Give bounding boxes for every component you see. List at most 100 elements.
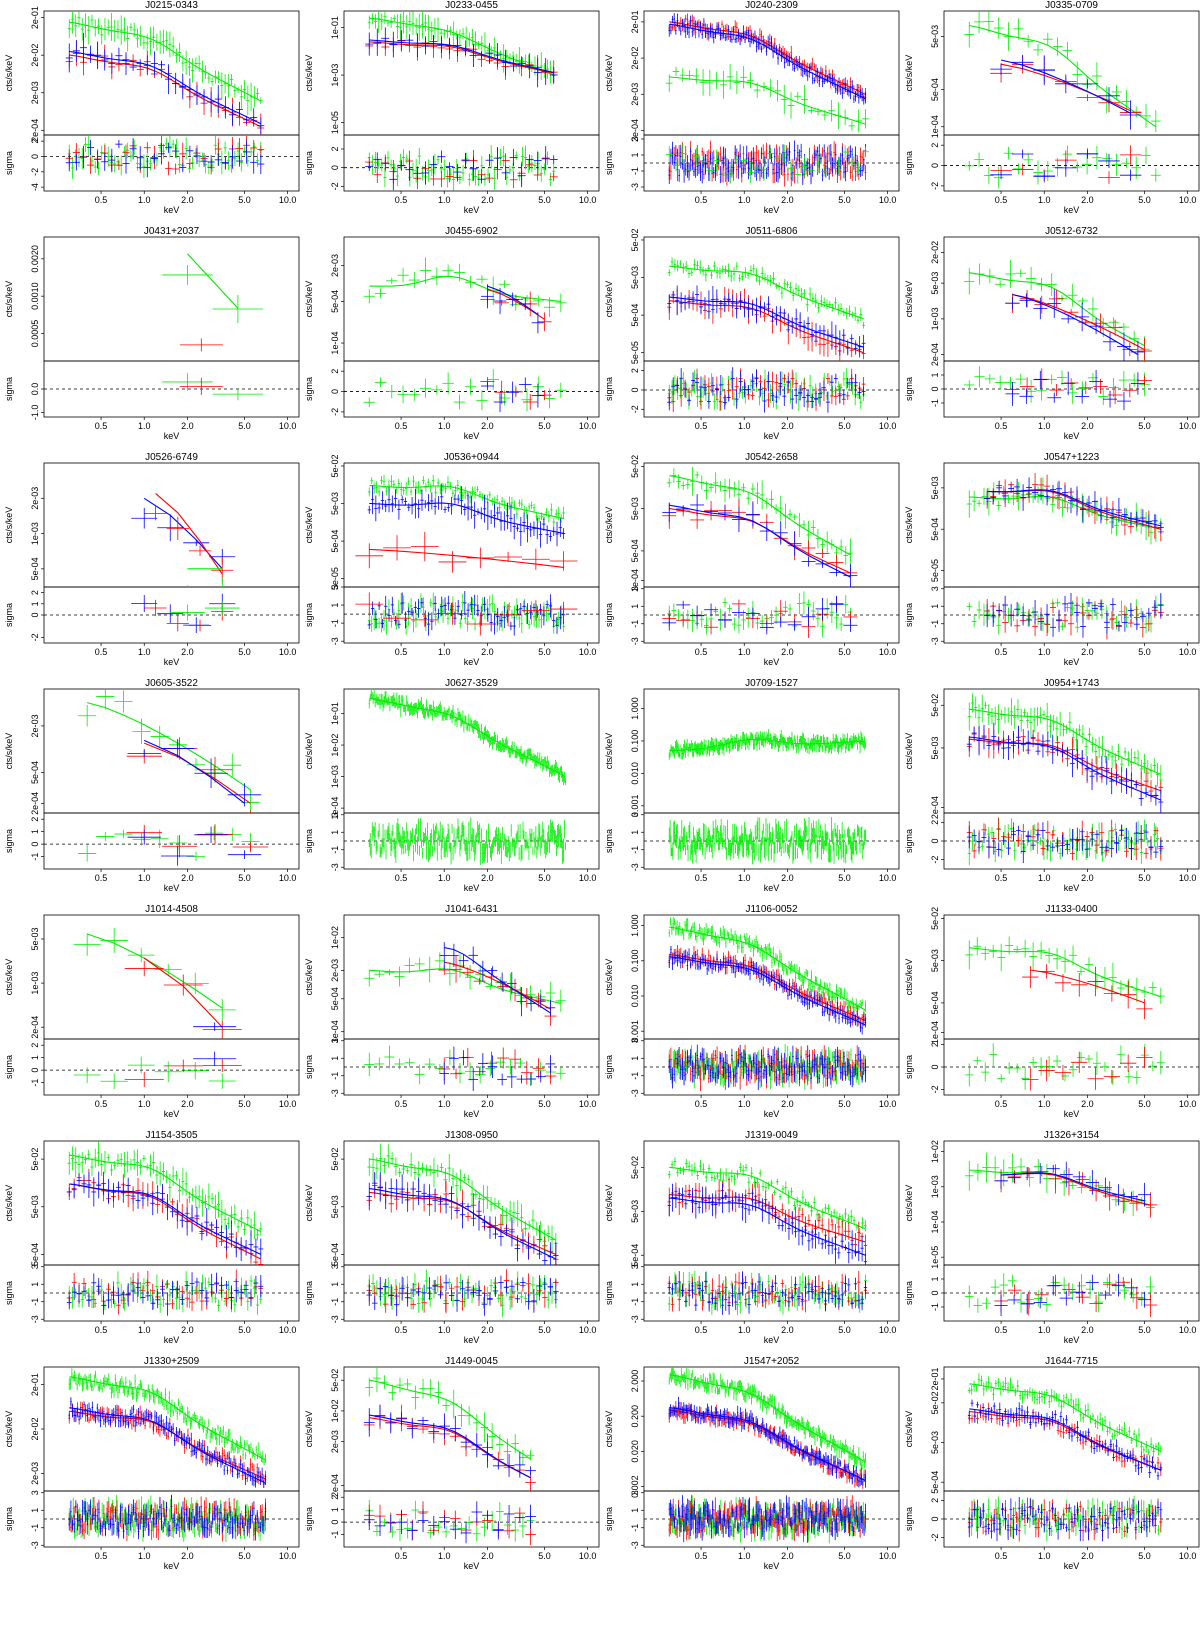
- x-tick-label: 0.5: [695, 873, 708, 883]
- y-tick-label: 5e-04: [930, 78, 940, 101]
- residual-point: [811, 1060, 814, 1073]
- data-point: [805, 297, 809, 312]
- residual-point: [1113, 823, 1117, 836]
- residual-point: [676, 1058, 679, 1069]
- resid-tick-label: 2: [330, 146, 340, 151]
- residual-point: [127, 1056, 155, 1074]
- residual-point: [679, 144, 682, 169]
- residual-point: [775, 144, 778, 162]
- residual-point: [441, 824, 443, 849]
- residual-point: [842, 833, 844, 858]
- data-point: [119, 15, 123, 45]
- residual-point: [688, 1055, 690, 1068]
- data-point: [808, 63, 811, 72]
- data-point: [780, 84, 788, 115]
- data-point: [966, 490, 972, 518]
- residual-point: [842, 371, 846, 386]
- model-line: [669, 76, 866, 125]
- data-point: [737, 737, 739, 752]
- data-point: [1078, 724, 1082, 736]
- residual-point: [408, 839, 410, 856]
- data-point: [839, 742, 840, 749]
- data-point: [79, 32, 87, 63]
- data-point: [821, 109, 829, 121]
- residual-point: [454, 840, 456, 854]
- data-point: [752, 961, 755, 975]
- residual-point: [424, 1058, 435, 1070]
- data-point: [765, 972, 768, 982]
- data-point: [701, 266, 705, 276]
- residual-point: [171, 139, 175, 149]
- data-point: [717, 747, 719, 754]
- residual-point: [772, 163, 774, 175]
- data-point: [558, 518, 562, 537]
- data-point: [511, 741, 513, 755]
- data-point: [683, 743, 685, 757]
- residual-point: [540, 610, 543, 629]
- data-point: [499, 511, 503, 531]
- data-point: [537, 515, 541, 523]
- residual-point: [787, 619, 802, 631]
- data-point: [698, 963, 700, 971]
- residual-point: [737, 155, 740, 179]
- residual-point: [1048, 840, 1053, 862]
- panel-title: J0431+2037: [144, 226, 200, 237]
- data-point: [787, 737, 789, 751]
- data-point: [465, 715, 467, 725]
- data-point: [843, 78, 845, 88]
- data-point: [825, 299, 829, 310]
- data-point: [489, 509, 493, 525]
- data-point: [774, 283, 778, 290]
- data-point: [811, 999, 814, 1008]
- residual-point: [706, 158, 708, 169]
- y-tick-label: 2e-03: [330, 254, 340, 277]
- residual-point: [1033, 370, 1048, 389]
- y-tick-label: 1e-04: [630, 569, 640, 592]
- residual-point: [821, 830, 823, 849]
- data-point: [807, 106, 815, 114]
- residual-point: [796, 593, 802, 615]
- data-point: [108, 52, 116, 74]
- data-point: [1100, 735, 1104, 757]
- residual-point: [400, 592, 404, 614]
- data-point: [516, 746, 518, 758]
- data-point: [480, 35, 484, 52]
- data-point: [816, 734, 818, 745]
- x-tick-label: 2.0: [481, 647, 494, 657]
- data-point: [829, 568, 844, 577]
- y-tick-label: 5e-04: [930, 518, 940, 541]
- data-point: [502, 739, 504, 753]
- data-point: [527, 503, 531, 511]
- residual-point: [678, 145, 680, 166]
- data-point: [773, 43, 776, 54]
- data-point: [1123, 768, 1129, 794]
- data-point: [1055, 716, 1059, 742]
- residual-point: [741, 825, 743, 846]
- data-point: [407, 701, 409, 712]
- x-tick-label: 1.0: [438, 873, 451, 883]
- residual-point: [1119, 145, 1142, 165]
- data-point: [826, 1002, 829, 1015]
- panel-title: J0627-3529: [445, 678, 498, 689]
- data-point: [750, 732, 752, 741]
- residual-point: [65, 154, 73, 172]
- data-point: [493, 43, 502, 67]
- residual-point: [782, 386, 787, 406]
- data-point: [832, 733, 834, 744]
- data-point: [484, 727, 486, 740]
- data-point: [1116, 332, 1131, 361]
- data-point: [710, 741, 711, 752]
- x-tick-label: 5.0: [1138, 421, 1151, 431]
- residual-point: [1015, 834, 1021, 847]
- residual-point: [721, 156, 723, 165]
- resid-tick-label: 1: [630, 1056, 640, 1061]
- residual-point: [802, 388, 807, 408]
- residual-point: [1109, 598, 1116, 611]
- residual-point: [1100, 1061, 1109, 1072]
- data-point: [210, 77, 214, 86]
- data-point: [709, 745, 711, 757]
- data-point: [805, 67, 807, 77]
- x-tick-label: 5.0: [1138, 647, 1151, 657]
- data-point: [837, 738, 839, 753]
- data-point: [166, 516, 189, 540]
